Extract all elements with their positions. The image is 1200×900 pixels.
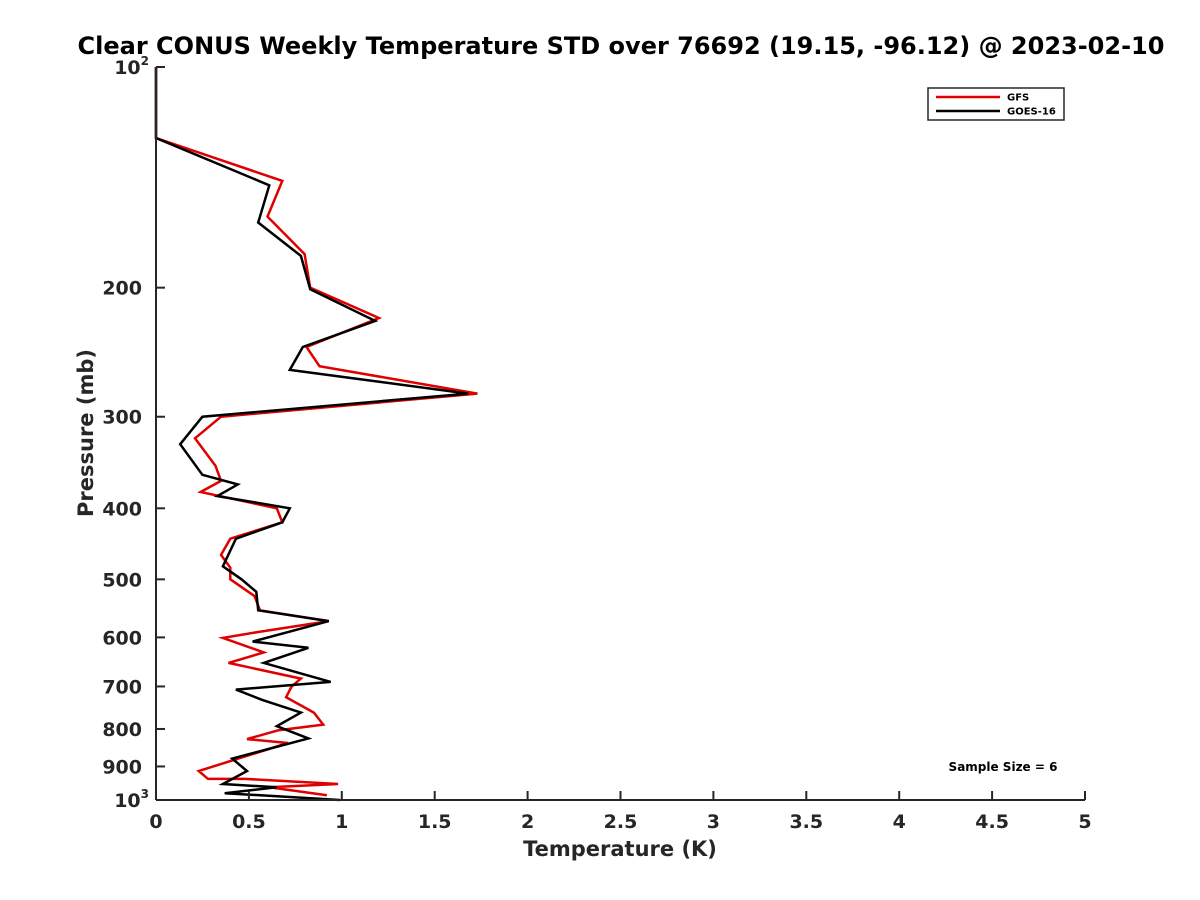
x-tick-label: 5 [1078, 811, 1091, 833]
y-tick-label: 700 [102, 676, 142, 698]
x-tick-label: 3 [707, 811, 720, 833]
y-axis-title: Pressure (mb) [74, 349, 98, 517]
y-tick-label: 600 [102, 627, 142, 649]
y-tick-label: 500 [102, 569, 142, 591]
legend: GFS GOES-16 [927, 87, 1065, 121]
legend-label-goes16: GOES-16 [1007, 107, 1056, 118]
x-tick-label: 3.5 [789, 811, 823, 833]
plot-area: 0 0.5 1 1.5 2 2.5 3 3.5 4 4.5 5 102 200 300 400 500 600… [102, 54, 1091, 833]
legend-label-gfs: GFS [1007, 93, 1029, 104]
x-tick-label: 1.5 [418, 811, 452, 833]
y-tick-label: 800 [102, 719, 142, 741]
y-tick-label: 900 [102, 756, 142, 778]
y-tick-label: 200 [102, 278, 142, 300]
x-tick-label: 4 [893, 811, 906, 833]
x-tick-label: 0 [149, 811, 162, 833]
y-tick-label: 300 [102, 407, 142, 429]
series-line-goes16 [154, 67, 469, 802]
y-tick-label: 102 [114, 54, 149, 79]
x-tick-label: 0.5 [232, 811, 266, 833]
y-tick-label: 400 [102, 498, 142, 520]
x-axis-title: Temperature (K) [523, 837, 717, 861]
x-tick-label: 2 [521, 811, 534, 833]
chart-title: Clear CONUS Weekly Temperature STD over … [78, 32, 1165, 60]
x-tick-label: 1 [335, 811, 348, 833]
sample-size-annotation: Sample Size = 6 [949, 760, 1058, 774]
y-tick-label: 103 [114, 787, 149, 812]
x-axis-ticks: 0 0.5 1 1.5 2 2.5 3 3.5 4 4.5 5 [149, 791, 1092, 833]
x-tick-label: 4.5 [975, 811, 1009, 833]
series-layer [154, 67, 478, 802]
series-line-gfs [154, 67, 478, 797]
x-tick-label: 2.5 [604, 811, 638, 833]
y-axis-ticks: 102 200 300 400 500 600 700 800 900 103 [102, 54, 165, 812]
legend-box [927, 87, 1065, 121]
